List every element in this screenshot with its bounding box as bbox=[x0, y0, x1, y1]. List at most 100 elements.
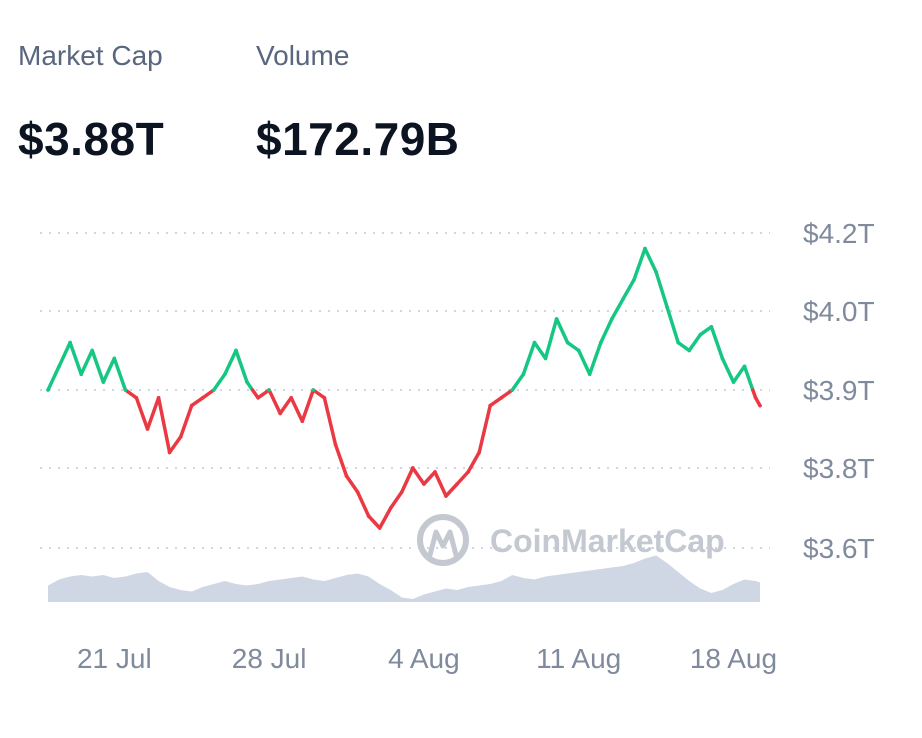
price-line-segment bbox=[543, 317, 559, 361]
price-line-segment bbox=[587, 340, 603, 376]
price-line-segment bbox=[654, 270, 669, 309]
price-line-segment bbox=[466, 450, 481, 474]
price-point bbox=[355, 490, 360, 494]
price-point bbox=[145, 427, 150, 431]
price-point bbox=[488, 403, 493, 408]
price-point bbox=[610, 317, 614, 321]
price-point bbox=[554, 317, 559, 321]
price-point bbox=[212, 388, 216, 392]
price-point bbox=[57, 364, 61, 369]
price-point bbox=[433, 470, 437, 474]
price-line-segment bbox=[355, 490, 371, 518]
price-line-segment bbox=[377, 506, 393, 530]
price-line-segment bbox=[344, 474, 360, 494]
price-point bbox=[621, 297, 625, 302]
price-point bbox=[366, 514, 371, 518]
price-point bbox=[599, 340, 603, 345]
price-point bbox=[134, 396, 139, 400]
price-line-segment bbox=[621, 278, 636, 302]
price-line-segment bbox=[731, 364, 747, 384]
price-line-segment bbox=[576, 348, 592, 376]
price-line-segment bbox=[289, 396, 305, 423]
price-point bbox=[267, 388, 271, 392]
price-line-segment bbox=[455, 470, 470, 486]
price-line-segment bbox=[223, 348, 238, 376]
price-point bbox=[665, 305, 669, 309]
coinmarketcap-logo-icon bbox=[417, 514, 469, 566]
price-point bbox=[444, 494, 448, 498]
price-point bbox=[245, 380, 249, 384]
price-line-segment bbox=[57, 340, 72, 369]
price-point bbox=[477, 450, 482, 455]
y-axis-ticks: $4.2T $4.0T $3.9T $3.8T $3.6T bbox=[803, 218, 875, 564]
market-cap-label: Market Cap bbox=[18, 40, 163, 71]
volume-stat: Volume $172.79B bbox=[256, 38, 460, 166]
price-line-segment bbox=[742, 364, 755, 392]
price-line-segment bbox=[709, 325, 725, 361]
price-point bbox=[499, 396, 504, 400]
price-point bbox=[455, 482, 459, 486]
price-point bbox=[676, 340, 680, 345]
price-line-segment bbox=[311, 388, 327, 400]
price-line-segment bbox=[521, 340, 537, 376]
price-line-segment bbox=[322, 396, 338, 447]
price-line-segment bbox=[101, 356, 117, 384]
price-line-segment bbox=[300, 388, 316, 423]
price-point bbox=[510, 388, 515, 392]
price-point bbox=[400, 490, 404, 494]
price-line-segment bbox=[189, 396, 205, 408]
price-line-segment bbox=[687, 332, 703, 353]
price-line-segment bbox=[400, 466, 415, 494]
y-tick-label: $3.9T bbox=[803, 375, 875, 406]
price-line-segment bbox=[554, 317, 570, 345]
price-point bbox=[377, 526, 382, 530]
price-point bbox=[521, 372, 526, 377]
price-point bbox=[278, 411, 283, 416]
price-point bbox=[720, 356, 725, 361]
x-tick-label: 11 Aug bbox=[536, 643, 621, 674]
price-line-segment bbox=[720, 356, 736, 384]
price-line bbox=[46, 246, 762, 530]
price-line-segment bbox=[156, 396, 172, 455]
price-point bbox=[643, 246, 647, 251]
price-line-segment bbox=[134, 396, 150, 431]
price-point bbox=[46, 388, 50, 392]
price-point bbox=[344, 474, 349, 478]
x-axis-ticks: 21 Jul 28 Jul 4 Aug 11 Aug 18 Aug bbox=[77, 643, 777, 674]
price-line-segment bbox=[68, 340, 83, 376]
y-tick-label: $4.0T bbox=[803, 296, 875, 327]
price-line-segment bbox=[676, 340, 691, 353]
price-point bbox=[466, 470, 470, 474]
price-line-segment bbox=[388, 490, 404, 510]
price-point bbox=[687, 348, 691, 353]
price-line-segment bbox=[532, 340, 548, 361]
price-line-segment bbox=[167, 435, 183, 455]
price-point bbox=[758, 403, 762, 408]
price-point bbox=[422, 482, 426, 486]
price-point bbox=[201, 396, 205, 400]
price-point bbox=[112, 356, 117, 361]
price-line-segment bbox=[488, 396, 504, 408]
price-point bbox=[576, 348, 581, 353]
volume-value: $172.79B bbox=[256, 113, 460, 165]
price-point bbox=[68, 340, 72, 345]
price-point bbox=[411, 466, 415, 470]
y-tick-label: $3.6T bbox=[803, 533, 875, 564]
y-tick-label: $3.8T bbox=[803, 453, 875, 484]
price-line-segment bbox=[212, 372, 227, 392]
price-line-segment bbox=[46, 364, 61, 392]
price-point bbox=[543, 356, 548, 361]
price-line-segment bbox=[599, 317, 614, 345]
price-point bbox=[289, 396, 294, 400]
price-line-segment bbox=[499, 388, 515, 400]
volume-label: Volume bbox=[256, 40, 350, 71]
price-line-segment bbox=[510, 372, 526, 392]
price-point bbox=[300, 419, 305, 424]
price-line-segment bbox=[433, 470, 448, 498]
market-cap-value: $3.88T bbox=[18, 113, 165, 165]
price-point bbox=[388, 506, 393, 510]
price-line-segment bbox=[201, 388, 216, 400]
price-point bbox=[79, 372, 83, 377]
price-line-segment bbox=[366, 514, 382, 530]
